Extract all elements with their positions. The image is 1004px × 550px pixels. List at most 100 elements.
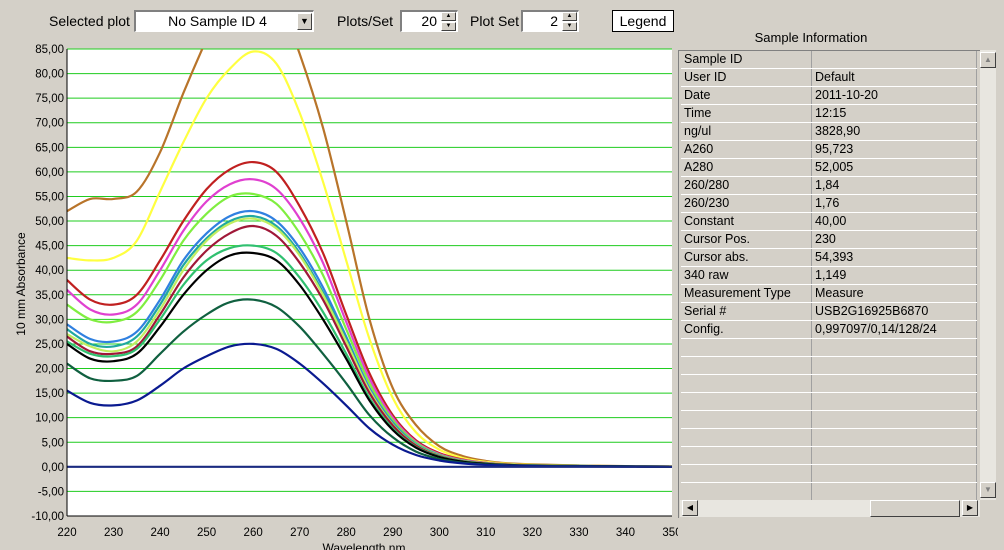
scroll-right-icon[interactable]: ▶ <box>962 500 978 516</box>
table-cell-value: 1,149 <box>811 266 977 285</box>
table-row: Serial # USB2G16925B6870 <box>681 302 977 321</box>
scroll-down-icon[interactable]: ▼ <box>980 482 996 498</box>
legend-button[interactable]: Legend <box>612 10 674 32</box>
plot-area[interactable] <box>67 49 672 516</box>
y-tick-label: 80,00 <box>35 69 64 81</box>
table-row <box>681 338 977 357</box>
table-cell-value: 95,723 <box>811 140 977 159</box>
y-tick-label: 50,00 <box>35 216 64 228</box>
table-cell-label: Cursor abs. <box>681 248 812 267</box>
table-row: Date 2011-10-20 <box>681 86 977 105</box>
scroll-up-icon[interactable]: ▲ <box>980 52 996 68</box>
table-cell-value: Measure <box>811 284 977 303</box>
table-cell-value: 54,393 <box>811 248 977 267</box>
table-cell-value: 0,997097/0,14/128/24 <box>811 320 977 339</box>
y-tick-label: 85,00 <box>35 44 64 56</box>
y-tick-label: -10,00 <box>31 511 64 523</box>
chevron-down-icon[interactable]: ▼ <box>297 13 312 30</box>
table-cell-value: 230 <box>811 230 977 249</box>
y-tick-label: 55,00 <box>35 191 64 203</box>
table-row: Constant 40,00 <box>681 212 977 231</box>
table-row <box>681 374 977 393</box>
toolbar: Selected plot No Sample ID 4 ▼ Plots/Set… <box>0 0 1004 44</box>
table-row: 340 raw 1,149 <box>681 266 977 285</box>
table-row: Cursor Pos. 230 <box>681 230 977 249</box>
plots-per-set-label: Plots/Set <box>337 13 394 29</box>
y-tick-label: 45,00 <box>35 241 64 253</box>
gridlines <box>67 48 672 517</box>
table-row <box>681 428 977 447</box>
x-tick-label: 320 <box>523 527 542 539</box>
table-cell-value <box>811 482 977 501</box>
table-cell-label: Constant <box>681 212 812 231</box>
table-row: A280 52,005 <box>681 158 977 177</box>
table-cell-label: Time <box>681 104 812 123</box>
table-cell-value: 1,76 <box>811 194 977 213</box>
table-cell-value: 2011-10-20 <box>811 86 977 105</box>
table-cell-label: Sample ID <box>681 51 812 69</box>
y-tick-label: 75,00 <box>35 93 64 105</box>
increment-arrow-icon[interactable]: ▲ <box>562 12 577 21</box>
scroll-left-icon[interactable]: ◀ <box>682 500 698 516</box>
table-cell-label: ng/ul <box>681 122 812 141</box>
y-axis-label: 10 mm Absorbance <box>14 232 28 336</box>
y-tick-label: 40,00 <box>35 265 64 277</box>
table-cell-value: 3828,90 <box>811 122 977 141</box>
vertical-scrollbar[interactable]: ▲ ▼ <box>980 50 996 500</box>
decrement-arrow-icon[interactable]: ▼ <box>441 22 456 31</box>
y-tick-label: 60,00 <box>35 167 64 179</box>
absorbance-chart[interactable]: 85,00 80,00 75,00 70,00 65,00 60,00 55,00 50,00… <box>0 44 678 550</box>
x-tick-label: 290 <box>383 527 402 539</box>
y-tick-label: 30,00 <box>35 314 64 326</box>
table-row: Measurement Type Measure <box>681 284 977 303</box>
plots-per-set-value: 20 <box>421 13 437 29</box>
table-row <box>681 464 977 483</box>
x-tick-label: 260 <box>244 527 263 539</box>
table-cell-label: 260/230 <box>681 194 812 213</box>
table-row: User ID Default <box>681 68 977 87</box>
x-tick-label: 330 <box>569 527 588 539</box>
table-cell-label <box>681 338 812 357</box>
table-row: Time 12:15 <box>681 104 977 123</box>
table-cell-label <box>681 464 812 483</box>
table-cell-value <box>811 464 977 483</box>
table-row <box>681 356 977 375</box>
x-tick-label: 310 <box>476 527 495 539</box>
y-tick-label: 65,00 <box>35 142 64 154</box>
horizontal-scroll-thumb[interactable] <box>870 500 960 517</box>
table-row <box>681 392 977 411</box>
x-tick-label: 280 <box>337 527 356 539</box>
x-tick-label: 300 <box>430 527 449 539</box>
plot-set-stepper[interactable]: 2 ▲ ▼ <box>521 10 579 32</box>
table-cell-value: 40,00 <box>811 212 977 231</box>
table-cell-label <box>681 446 812 465</box>
x-tick-label: 240 <box>150 527 169 539</box>
table-cell-label <box>681 482 812 501</box>
table-row: Sample ID <box>681 51 977 69</box>
table-cell-label <box>681 428 812 447</box>
horizontal-scrollbar[interactable]: ◀ ▶ <box>680 500 980 517</box>
table-cell-label: Serial # <box>681 302 812 321</box>
increment-arrow-icon[interactable]: ▲ <box>441 12 456 21</box>
table-cell-value: 52,005 <box>811 158 977 177</box>
decrement-arrow-icon[interactable]: ▼ <box>562 22 577 31</box>
table-cell-value <box>811 446 977 465</box>
plot-set-label: Plot Set <box>470 13 520 29</box>
sample-info-title: Sample Information <box>754 30 868 45</box>
table-row <box>681 410 977 429</box>
plots-per-set-stepper[interactable]: 20 ▲ ▼ <box>400 10 458 32</box>
table-cell-value <box>811 51 977 69</box>
selected-plot-dropdown[interactable]: No Sample ID 4 ▼ <box>134 10 314 32</box>
table-cell-value: Default <box>811 68 977 87</box>
axes: 85,00 80,00 75,00 70,00 65,00 60,00 55,00 50,00… <box>31 44 678 539</box>
table-row: 260/280 1,84 <box>681 176 977 195</box>
y-tick-label: 20,00 <box>35 364 64 376</box>
table-row: Config. 0,997097/0,14/128/24 <box>681 320 977 339</box>
table-cell-label: Cursor Pos. <box>681 230 812 249</box>
table-cell-value: USB2G16925B6870 <box>811 302 977 321</box>
plot-set-value: 2 <box>550 13 558 29</box>
series-line-13 <box>67 342 672 468</box>
table-cell-label: User ID <box>681 68 812 87</box>
table-cell-label: Date <box>681 86 812 105</box>
selected-plot-label: Selected plot <box>49 13 130 29</box>
